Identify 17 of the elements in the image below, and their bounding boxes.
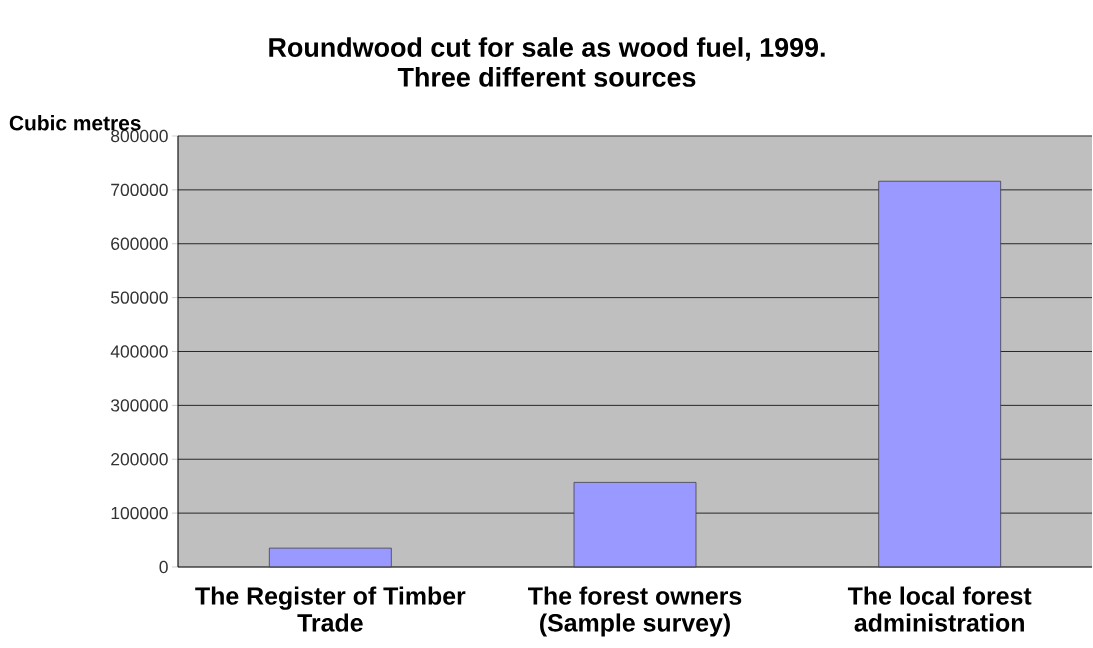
y-axis-title: Cubic metres <box>9 115 141 131</box>
bar <box>573 482 697 568</box>
y-tick-label: 300000 <box>110 399 168 412</box>
y-tick-label: 600000 <box>111 237 168 250</box>
bar <box>268 547 392 568</box>
y-tick-label: 800000 <box>111 129 168 143</box>
y-tick-label: 700000 <box>111 183 168 197</box>
x-tick-label: The forest owners (Sample survey) <box>528 586 742 637</box>
y-tick-label: 100000 <box>111 506 168 520</box>
chart-title: Roundwood cut for sale as wood fuel, 1999. Three different sources <box>269 37 825 87</box>
y-tick-label: 500000 <box>111 291 168 304</box>
x-tick-label: The local forest administration <box>847 586 1032 632</box>
x-tick-label: The Register of Timber Trade <box>195 586 466 632</box>
y-tick-label: 200000 <box>111 453 168 466</box>
y-tick-label: 0 <box>159 560 168 574</box>
bar <box>878 180 1002 568</box>
y-tick-label: 400000 <box>110 345 168 358</box>
